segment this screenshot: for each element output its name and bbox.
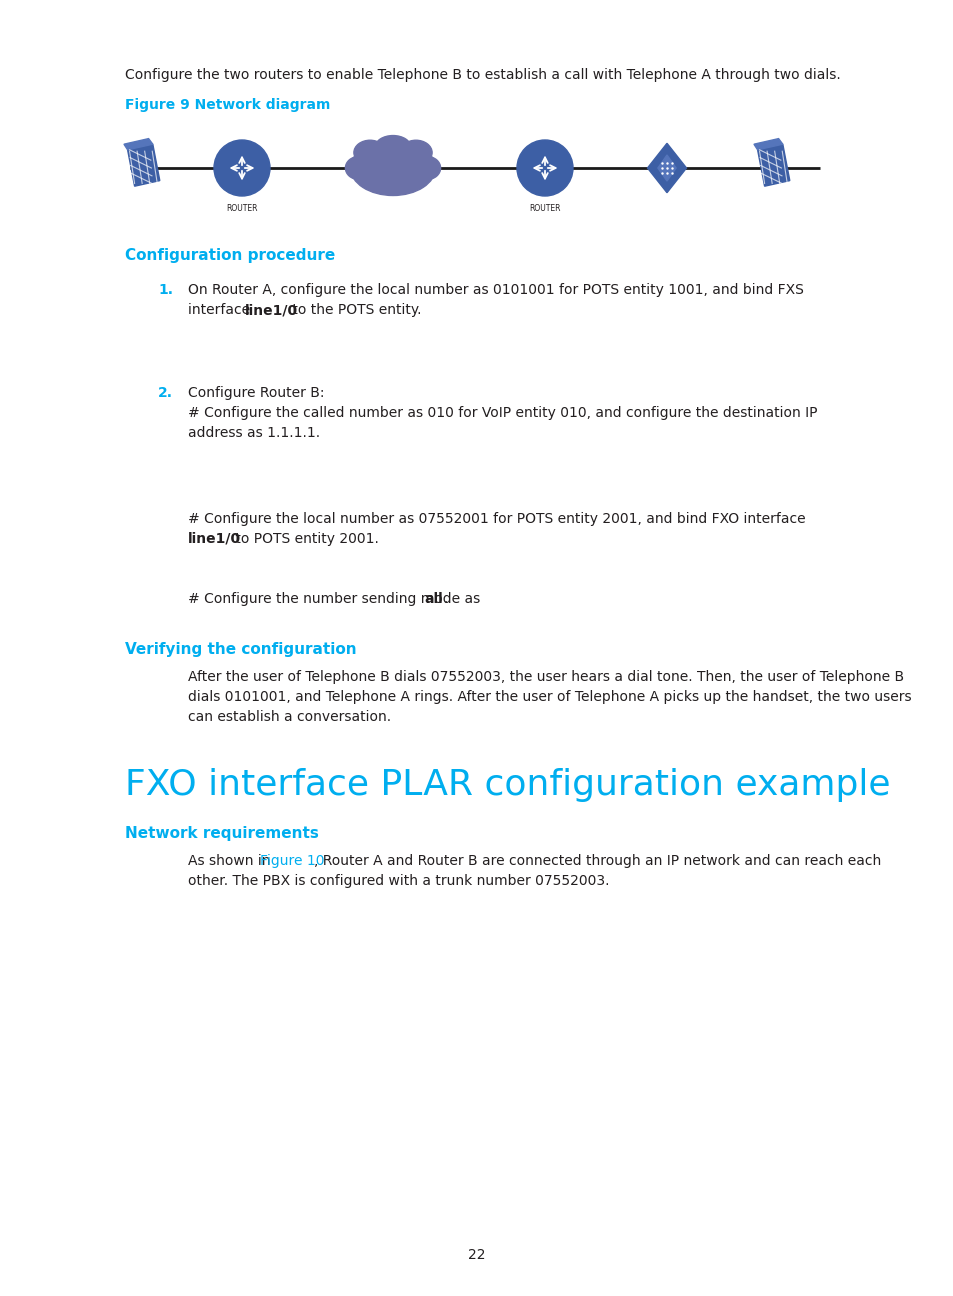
Polygon shape xyxy=(658,156,676,181)
Ellipse shape xyxy=(345,157,373,180)
Text: .: . xyxy=(443,592,448,607)
Text: Configure Router B:: Configure Router B: xyxy=(188,386,324,400)
Text: , Router A and Router B are connected through an IP network and can reach each: , Router A and Router B are connected th… xyxy=(314,854,881,868)
Text: # Configure the called number as 010 for VoIP entity 010, and configure the dest: # Configure the called number as 010 for… xyxy=(188,406,817,420)
Text: 22: 22 xyxy=(468,1248,485,1262)
Text: Configuration procedure: Configuration procedure xyxy=(125,248,335,263)
Polygon shape xyxy=(757,144,789,187)
Circle shape xyxy=(213,140,270,196)
Text: As shown in: As shown in xyxy=(188,854,274,868)
Ellipse shape xyxy=(399,140,432,165)
Polygon shape xyxy=(647,144,686,193)
Text: FXO interface PLAR configuration example: FXO interface PLAR configuration example xyxy=(125,769,889,802)
Ellipse shape xyxy=(413,157,440,180)
Text: On Router A, configure the local number as 0101001 for POTS entity 1001, and bin: On Router A, configure the local number … xyxy=(188,283,803,297)
Text: Verifying the configuration: Verifying the configuration xyxy=(125,642,356,657)
Text: to POTS entity 2001.: to POTS entity 2001. xyxy=(231,531,378,546)
Text: ROUTER: ROUTER xyxy=(529,203,560,213)
Polygon shape xyxy=(128,144,160,187)
Text: dials 0101001, and Telephone A rings. After the user of Telephone A picks up the: dials 0101001, and Telephone A rings. Af… xyxy=(188,689,911,704)
Text: line1/0: line1/0 xyxy=(188,531,241,546)
Ellipse shape xyxy=(350,140,435,196)
Ellipse shape xyxy=(375,136,411,158)
Circle shape xyxy=(517,140,573,196)
Ellipse shape xyxy=(354,140,386,165)
Text: Figure 9 Network diagram: Figure 9 Network diagram xyxy=(125,98,330,111)
Text: # Configure the local number as 07552001 for POTS entity 2001, and bind FXO inte: # Configure the local number as 07552001… xyxy=(188,512,804,526)
Polygon shape xyxy=(753,139,782,150)
Text: other. The PBX is configured with a trunk number 07552003.: other. The PBX is configured with a trun… xyxy=(188,874,609,888)
Polygon shape xyxy=(124,139,152,150)
Text: ROUTER: ROUTER xyxy=(226,203,257,213)
Text: interface: interface xyxy=(188,303,254,318)
Text: all: all xyxy=(423,592,442,607)
Text: address as 1.1.1.1.: address as 1.1.1.1. xyxy=(188,426,320,441)
Text: Figure 10: Figure 10 xyxy=(260,854,324,868)
Text: can establish a conversation.: can establish a conversation. xyxy=(188,710,391,724)
Text: After the user of Telephone B dials 07552003, the user hears a dial tone. Then, : After the user of Telephone B dials 0755… xyxy=(188,670,903,684)
Text: # Configure the number sending mode as: # Configure the number sending mode as xyxy=(188,592,484,607)
Text: 1.: 1. xyxy=(158,283,172,297)
Text: line1/0: line1/0 xyxy=(245,303,297,318)
Text: 2.: 2. xyxy=(158,386,172,400)
Text: to the POTS entity.: to the POTS entity. xyxy=(288,303,421,318)
Text: Configure the two routers to enable Telephone B to establish a call with Telepho: Configure the two routers to enable Tele… xyxy=(125,67,840,82)
Text: Network requirements: Network requirements xyxy=(125,826,318,841)
